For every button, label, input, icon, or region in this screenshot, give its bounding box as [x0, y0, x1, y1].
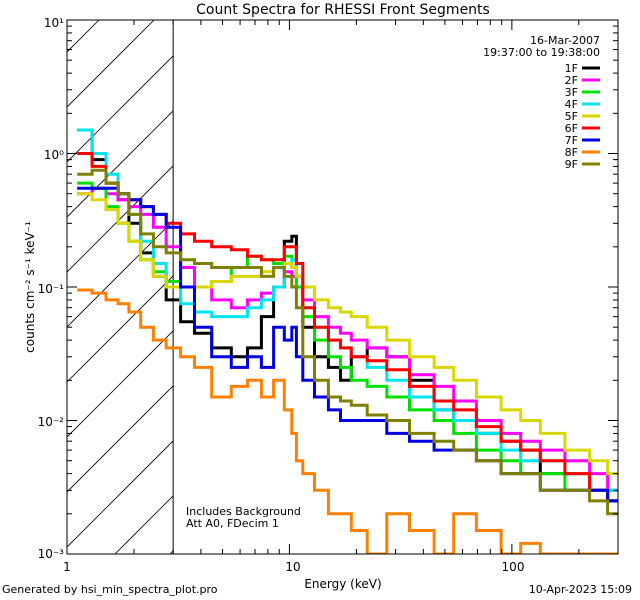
- hatch-line: [67, 20, 155, 108]
- x-tick-label-100: 100: [502, 560, 525, 574]
- series-9F: [77, 168, 618, 516]
- y-tick-label-1e-1: 10⁻¹: [38, 282, 65, 296]
- legend-label-8F: 8F: [565, 146, 578, 159]
- y-tick-label-1e-2: 10⁻²: [38, 415, 65, 429]
- y-axis-label: counts cm⁻² s⁻¹ keV⁻¹: [23, 221, 37, 353]
- series-8F: [77, 288, 618, 554]
- legend-label-2F: 2F: [565, 74, 578, 87]
- axis-ticks: [66, 20, 619, 555]
- y-tick-label-1e1: 10¹: [44, 16, 64, 30]
- legend-label-5F: 5F: [565, 110, 578, 123]
- hatch-line: [67, 440, 174, 548]
- hatch-line: [67, 220, 174, 328]
- annotation-background: Includes Background: [186, 505, 301, 518]
- footer-generated-by: Generated by hsi_min_spectra_plot.pro: [2, 583, 218, 596]
- hatch-line: [67, 385, 174, 493]
- legend-label-7F: 7F: [565, 134, 578, 147]
- legend-label-9F: 9F: [565, 158, 578, 171]
- y-tick-label-1e-3: 10⁻³: [38, 547, 65, 561]
- time-range-label: 19:37:00 to 19:38:00: [483, 46, 600, 59]
- x-axis-label: Energy (keV): [304, 577, 381, 591]
- x-tick-label-10: 10: [285, 560, 300, 574]
- excluded-energy-hatch: [0, 0, 640, 554]
- hatch-line: [280, 0, 640, 554]
- legend-label-6F: 6F: [565, 122, 578, 135]
- series-6F: [77, 152, 618, 503]
- hatch-line: [390, 0, 640, 554]
- legend-label-1F: 1F: [565, 62, 578, 75]
- hatch-line: [610, 0, 640, 554]
- hatch-line: [0, 0, 110, 554]
- footer-date-time: 10-Apr-2023 15:09: [528, 583, 632, 596]
- x-tick-label-1: 1: [63, 560, 71, 574]
- hatch-line: [67, 165, 174, 273]
- y-tick-label-1e0: 10⁰: [44, 148, 64, 162]
- hatch-line: [335, 0, 640, 554]
- hatch-line: [445, 0, 640, 554]
- series-group: [77, 128, 618, 554]
- chart-title: Count Spectra for RHESSI Front Segments: [196, 2, 490, 18]
- annotation-attenuator: Att A0, FDecim 1: [186, 517, 279, 530]
- legend-label-3F: 3F: [565, 86, 578, 99]
- series-4F: [77, 128, 618, 492]
- legend-label-4F: 4F: [565, 98, 578, 111]
- date-label: 16-Mar-2007: [530, 34, 600, 47]
